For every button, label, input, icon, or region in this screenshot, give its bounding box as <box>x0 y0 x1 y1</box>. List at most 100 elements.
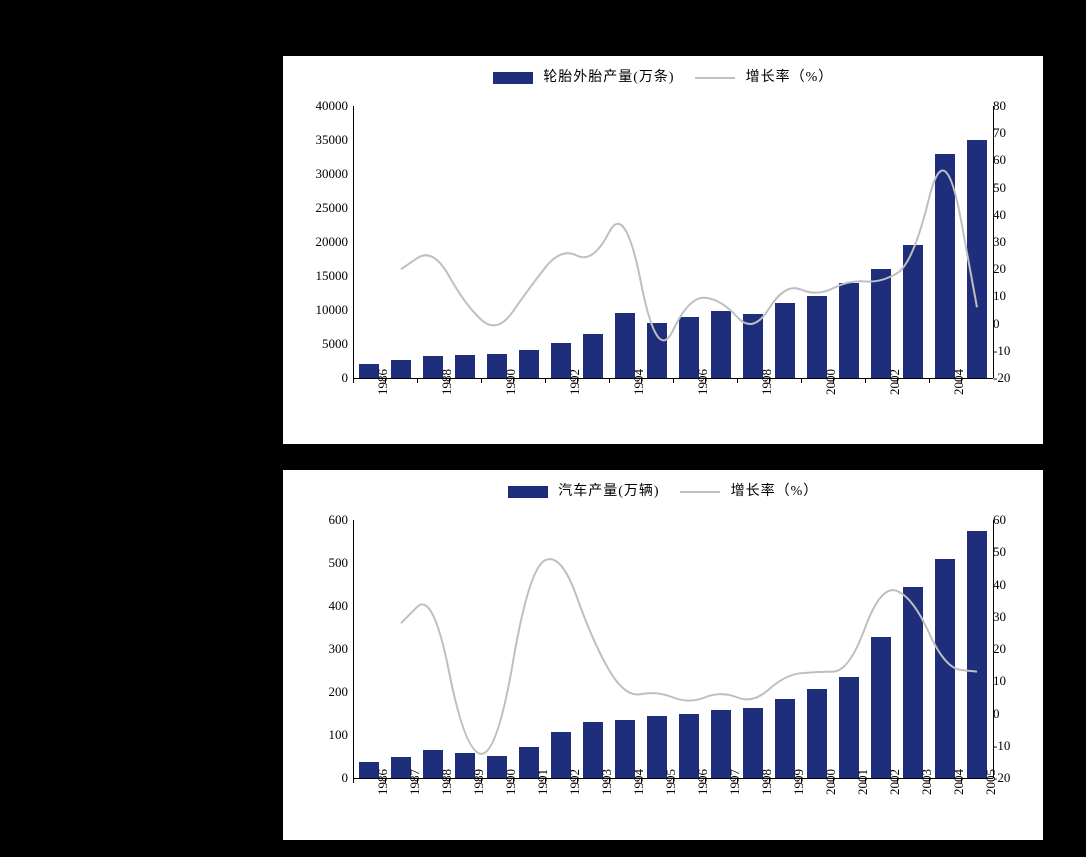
x-tick-mark <box>577 778 578 783</box>
x-tick: 1993 <box>599 769 615 795</box>
x-tick: 1995 <box>663 769 679 795</box>
tire-x-axis: 1986198819901992199419961998200020022004 <box>353 378 993 426</box>
x-tick: 1991 <box>535 769 551 795</box>
bar-swatch-icon <box>508 486 548 498</box>
x-tick-mark <box>833 378 834 383</box>
tire-chart-panel: 轮胎外胎产量(万条) 增长率（%） 0500010000150002000025… <box>283 56 1043 444</box>
growth-line-path <box>401 559 977 754</box>
x-tick: 2000 <box>823 769 839 795</box>
x-tick-mark <box>801 378 802 383</box>
x-tick-mark <box>577 378 578 383</box>
x-tick: 2004 <box>951 369 967 395</box>
y-left-tick: 5000 <box>298 336 348 352</box>
line-swatch-icon <box>695 77 735 79</box>
y-right-tick: 10 <box>993 288 1043 304</box>
x-tick-mark <box>961 378 962 383</box>
x-tick-mark <box>737 778 738 783</box>
x-tick-mark <box>673 378 674 383</box>
x-tick-mark <box>737 378 738 383</box>
x-tick-mark <box>481 778 482 783</box>
y-right-tick: 70 <box>993 125 1043 141</box>
auto-y-axis-right: -20-100102030405060 <box>993 520 1043 778</box>
auto-legend-line-label: 增长率（%） <box>731 484 819 499</box>
x-tick-mark <box>897 378 898 383</box>
y-right-tick: 20 <box>993 261 1043 277</box>
x-tick: 2005 <box>983 769 999 795</box>
x-tick-mark <box>929 778 930 783</box>
x-tick-mark <box>929 378 930 383</box>
y-left-tick: 0 <box>298 770 348 786</box>
tire-legend-bar-label: 轮胎外胎产量(万条) <box>543 70 674 85</box>
auto-legend-bar-label: 汽车产量(万辆) <box>558 484 659 499</box>
auto-axis-right <box>993 520 994 778</box>
y-right-tick: 0 <box>993 706 1043 722</box>
y-left-tick: 35000 <box>298 132 348 148</box>
x-tick-mark <box>609 378 610 383</box>
x-tick: 2004 <box>951 769 967 795</box>
y-right-tick: 20 <box>993 641 1043 657</box>
x-tick-mark <box>865 378 866 383</box>
x-tick: 1992 <box>567 369 583 395</box>
x-tick: 1989 <box>471 769 487 795</box>
auto-plot-area: 0100200300400500600 -20-100102030405060 … <box>353 520 993 778</box>
x-tick: 2000 <box>823 369 839 395</box>
auto-y-axis-left: 0100200300400500600 <box>298 520 348 778</box>
y-right-tick: 10 <box>993 673 1043 689</box>
auto-x-axis: 1986198719881989199019911992199319941995… <box>353 778 993 826</box>
y-left-tick: 600 <box>298 512 348 528</box>
x-tick-mark <box>705 778 706 783</box>
x-tick-mark <box>609 778 610 783</box>
x-tick-mark <box>641 778 642 783</box>
y-right-tick: -10 <box>993 343 1043 359</box>
x-tick-mark <box>865 778 866 783</box>
y-right-tick: -20 <box>993 370 1043 386</box>
y-left-tick: 0 <box>298 370 348 386</box>
y-right-tick: 30 <box>993 234 1043 250</box>
x-tick: 1987 <box>407 769 423 795</box>
auto-legend: 汽车产量(万辆) 增长率（%） <box>283 480 1043 500</box>
y-right-tick: -10 <box>993 738 1043 754</box>
tire-y-axis-left: 0500010000150002000025000300003500040000 <box>298 106 348 378</box>
x-tick-mark <box>385 378 386 383</box>
x-tick-mark <box>545 378 546 383</box>
line-swatch-icon <box>680 491 720 493</box>
x-tick: 1998 <box>759 369 775 395</box>
x-tick: 1986 <box>375 369 391 395</box>
x-tick-mark <box>353 778 354 783</box>
y-right-tick: 80 <box>993 98 1043 114</box>
x-tick-mark <box>353 378 354 383</box>
x-tick-mark <box>513 778 514 783</box>
y-right-tick: 40 <box>993 577 1043 593</box>
x-tick-mark <box>961 778 962 783</box>
x-tick: 1996 <box>695 769 711 795</box>
x-tick-mark <box>545 778 546 783</box>
y-right-tick: 50 <box>993 180 1043 196</box>
x-tick-mark <box>897 778 898 783</box>
tire-axis-left <box>353 106 354 378</box>
x-tick-mark <box>417 778 418 783</box>
auto-axis-left <box>353 520 354 778</box>
x-tick-mark <box>769 778 770 783</box>
tire-y-axis-right: -20-1001020304050607080 <box>993 106 1043 378</box>
y-right-tick: 50 <box>993 544 1043 560</box>
y-left-tick: 30000 <box>298 166 348 182</box>
y-left-tick: 200 <box>298 684 348 700</box>
growth-line-path <box>401 171 977 341</box>
tire-plot-area: 0500010000150002000025000300003500040000… <box>353 106 993 378</box>
y-right-tick: 40 <box>993 207 1043 223</box>
x-tick: 1986 <box>375 769 391 795</box>
x-tick-mark <box>417 378 418 383</box>
x-tick-mark <box>769 378 770 383</box>
x-tick: 1990 <box>503 769 519 795</box>
y-right-tick: 0 <box>993 316 1043 332</box>
tire-legend-line-label: 增长率（%） <box>746 70 834 85</box>
tire-growth-line <box>353 106 993 378</box>
y-left-tick: 300 <box>298 641 348 657</box>
x-tick-mark <box>513 378 514 383</box>
x-tick: 1994 <box>631 369 647 395</box>
y-left-tick: 15000 <box>298 268 348 284</box>
x-tick-mark <box>641 378 642 383</box>
x-tick-mark <box>449 378 450 383</box>
auto-growth-line <box>353 520 993 778</box>
x-tick: 1988 <box>439 369 455 395</box>
